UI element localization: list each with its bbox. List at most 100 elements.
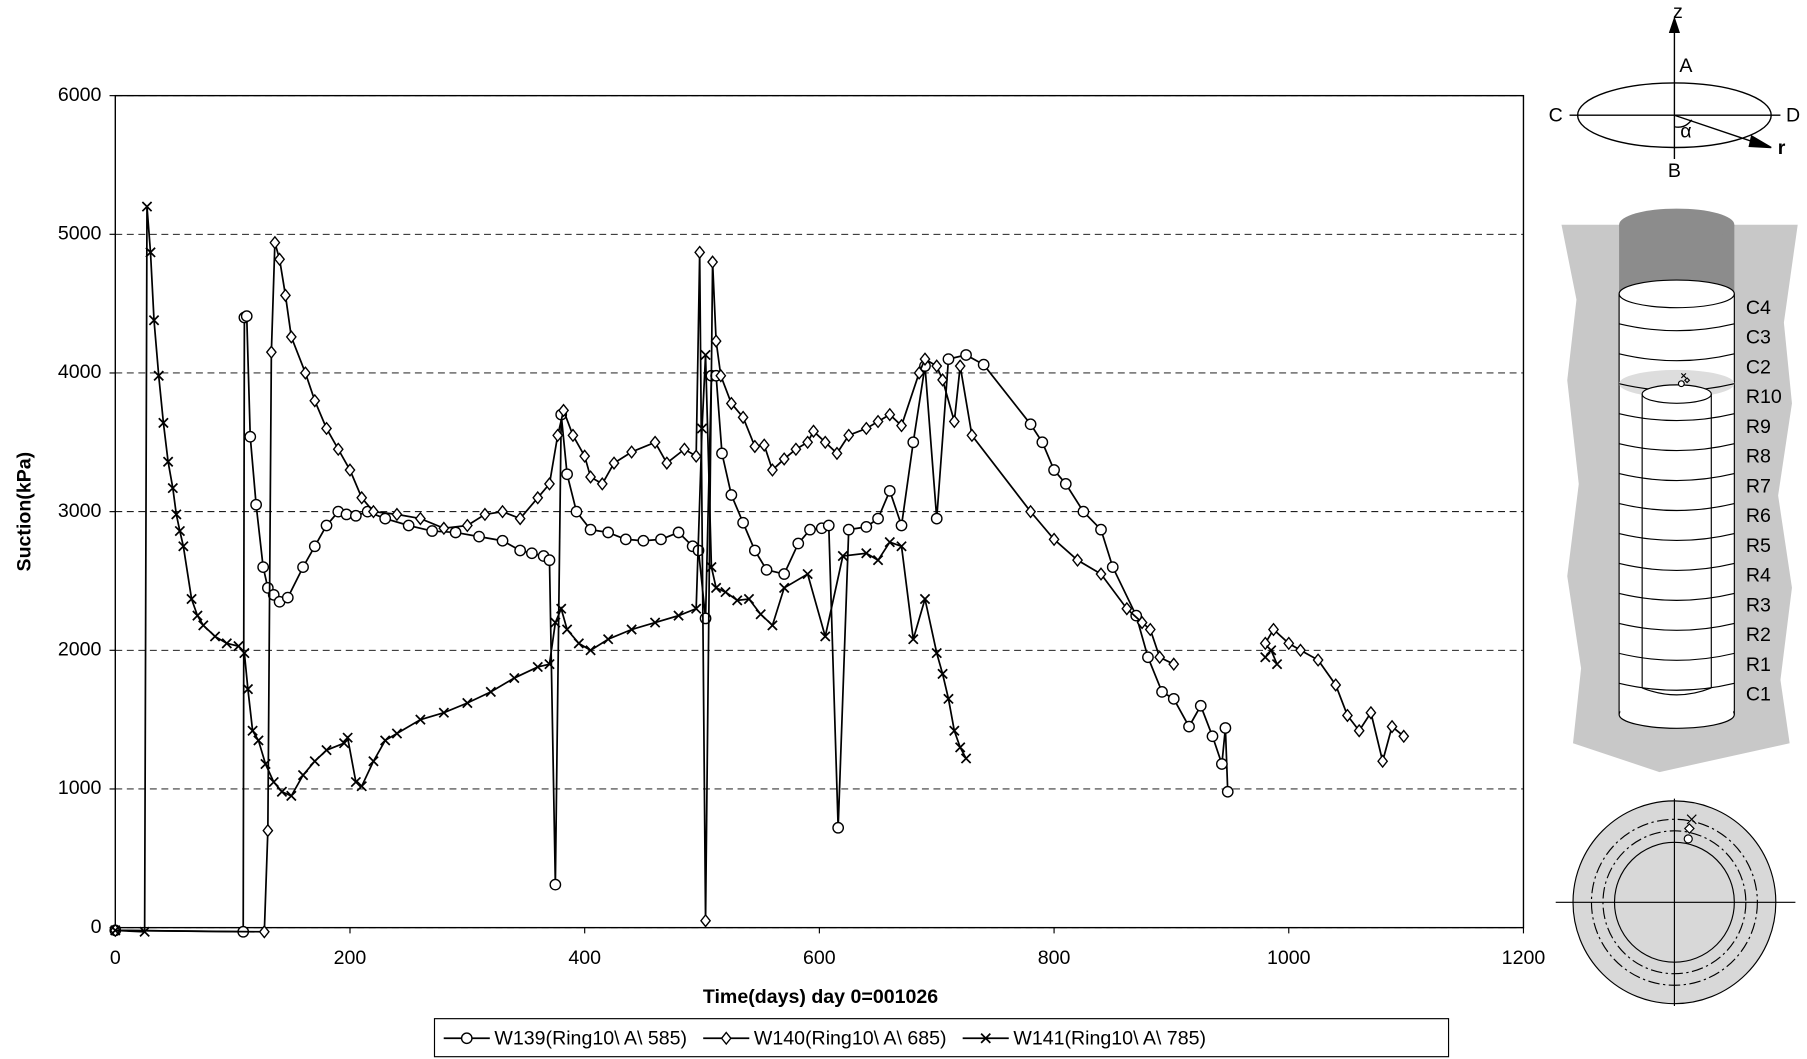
marker (1194, 699, 1207, 712)
marker (153, 370, 164, 381)
marker (1130, 609, 1143, 622)
legend-label: W139(Ring10\ A\ 585) (494, 1028, 687, 1050)
marker (1365, 705, 1377, 720)
marker (696, 423, 708, 434)
x-tick-label: 0 (110, 947, 121, 969)
marker (649, 617, 661, 628)
marker (209, 631, 221, 642)
marker (543, 477, 555, 491)
marker (497, 504, 509, 519)
ring-label: R4 (1746, 565, 1771, 587)
marker (1095, 523, 1107, 536)
marker (919, 352, 931, 366)
marker (414, 511, 426, 526)
orientation-diagram (1569, 16, 1781, 160)
marker (832, 821, 845, 834)
marker (802, 435, 814, 450)
x-tick-label: 1200 (1502, 947, 1546, 969)
marker (308, 540, 321, 553)
marker (822, 519, 835, 532)
marker (896, 418, 908, 433)
marker (356, 780, 367, 792)
marker (415, 714, 426, 725)
marker (706, 561, 717, 573)
sensor-mark (1677, 380, 1685, 388)
marker (485, 686, 497, 698)
marker (1025, 504, 1037, 519)
marker (338, 737, 350, 749)
marker (931, 647, 942, 659)
marker (299, 366, 311, 380)
marker (1283, 636, 1295, 651)
marker (778, 568, 791, 580)
marker (1077, 505, 1090, 518)
marker (570, 505, 583, 518)
marker (930, 512, 943, 525)
marker (1072, 553, 1084, 568)
marker (438, 707, 450, 718)
marker (221, 638, 232, 649)
marker (767, 620, 778, 631)
marker (707, 255, 719, 269)
marker (1142, 651, 1154, 664)
ring-label: R1 (1746, 654, 1771, 676)
marker (872, 414, 884, 429)
series-line (115, 314, 1229, 933)
marker (1024, 418, 1037, 431)
marker (715, 368, 727, 383)
marker (1398, 729, 1410, 744)
marker (473, 530, 485, 543)
marker (268, 776, 279, 788)
ring-label: R3 (1746, 594, 1771, 616)
marker (1048, 532, 1060, 547)
marker (1268, 622, 1279, 637)
marker (367, 504, 379, 519)
sensor-mark (1683, 834, 1693, 844)
marker (1221, 785, 1234, 798)
marker (1059, 478, 1072, 490)
marker (1353, 723, 1365, 738)
marker (700, 913, 712, 928)
marker (526, 547, 538, 560)
legend-marker (460, 1032, 473, 1045)
marker (1295, 643, 1306, 658)
marker (567, 428, 579, 443)
marker (257, 561, 270, 573)
marker (148, 315, 160, 326)
marker (895, 519, 908, 532)
marker (250, 498, 262, 511)
marker (748, 544, 761, 557)
marker (720, 586, 731, 598)
marker (258, 924, 270, 939)
marker (884, 536, 896, 548)
x-tick-label: 200 (334, 947, 367, 969)
c-label: C (1549, 105, 1563, 127)
legend-label: W140(Ring10\ A\ 685) (754, 1028, 947, 1050)
marker (297, 561, 309, 573)
y-tick-label: 4000 (58, 361, 102, 383)
r-arrow (1748, 134, 1772, 149)
marker (253, 735, 264, 746)
marker (561, 468, 573, 481)
marker (532, 490, 544, 505)
ring-label: C1 (1746, 683, 1771, 705)
y-tick-label: 2000 (58, 638, 102, 660)
marker (690, 603, 702, 614)
marker (725, 489, 738, 501)
marker (626, 624, 637, 635)
marker (626, 445, 638, 459)
marker (948, 414, 960, 429)
marker (309, 393, 321, 408)
a-label: A (1679, 55, 1693, 77)
marker (1183, 720, 1195, 733)
y-tick-label: 6000 (58, 84, 102, 106)
marker (949, 725, 960, 736)
marker (178, 541, 189, 552)
marker (426, 525, 439, 537)
marker (276, 786, 288, 797)
marker (937, 373, 949, 387)
y-axis-title: Suction(kPa) (14, 452, 36, 572)
marker (514, 511, 526, 526)
ring-lines (1618, 323, 1735, 362)
